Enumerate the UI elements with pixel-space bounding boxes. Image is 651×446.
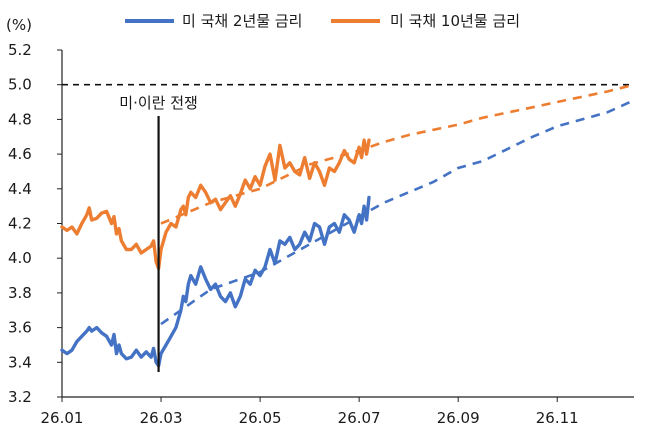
series-line-2y [60, 195, 371, 368]
y-tick-label: 5.2 [8, 41, 32, 59]
y-tick-label: 5.0 [8, 76, 32, 94]
y-axis-ticks: 3.2 3.4 3.6 3.8 4.0 4.2 4.4 4.6 4.8 5.0 5.2 [8, 41, 62, 406]
x-tick-label: 26.09 [437, 409, 480, 427]
x-tick-label: 26.11 [536, 409, 579, 427]
y-tick-label: 4.0 [8, 249, 32, 267]
y-unit-label: (%) [6, 16, 32, 34]
x-tick-label: 26.01 [41, 409, 84, 427]
y-tick-label: 4.8 [8, 110, 32, 128]
x-tick-label: 26.05 [239, 409, 282, 427]
trend-line-2y [160, 99, 635, 326]
x-tick-label: 26.03 [140, 409, 183, 427]
plot-area: 미·이란 전쟁 [60, 50, 635, 398]
y-tick-label: 4.6 [8, 145, 32, 163]
y-tick-label: 4.4 [8, 180, 32, 198]
trend-line-10y [160, 83, 635, 225]
legend-label-2y: 미 국채 2년물 금리 [182, 12, 302, 30]
x-axis-ticks: 26.01 26.03 26.05 26.07 26.09 26.11 [41, 397, 579, 427]
y-tick-label: 3.6 [8, 319, 32, 337]
legend: 미 국채 2년물 금리 미 국채 10년물 금리 [125, 12, 520, 30]
y-tick-label: 3.2 [8, 388, 32, 406]
event-marker-label: 미·이란 전쟁 [119, 94, 198, 112]
legend-label-10y: 미 국채 10년물 금리 [390, 12, 520, 30]
y-tick-label: 3.8 [8, 284, 32, 302]
y-tick-label: 3.4 [8, 353, 32, 371]
series-line-10y [60, 138, 371, 271]
y-tick-label: 4.2 [8, 215, 32, 233]
x-tick-label: 26.07 [338, 409, 381, 427]
